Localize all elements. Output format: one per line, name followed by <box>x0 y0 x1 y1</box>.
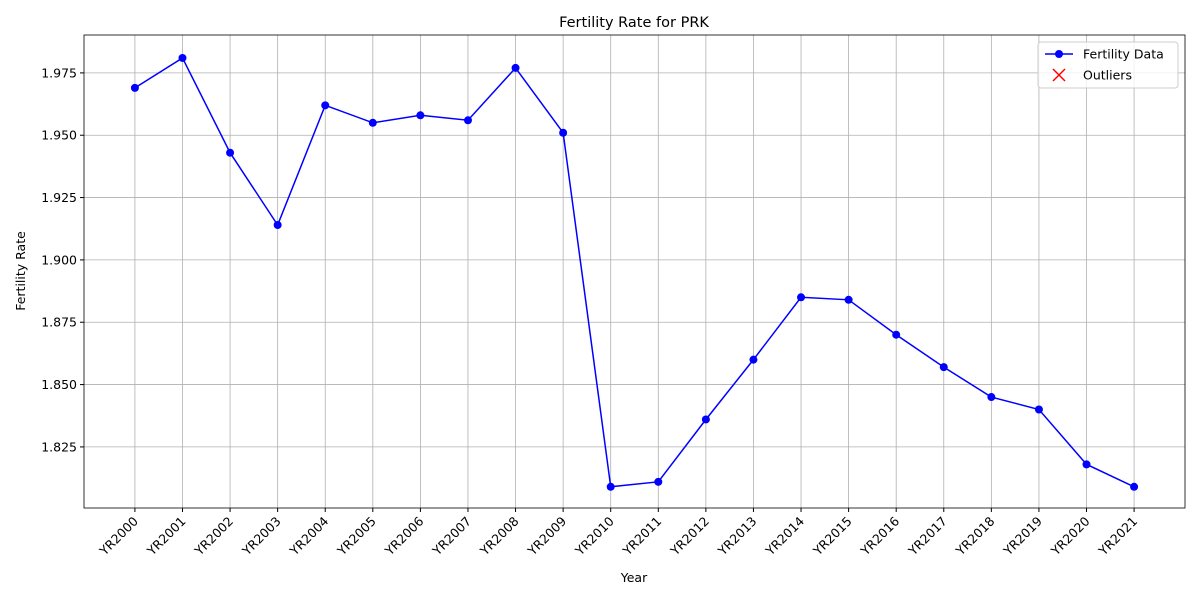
legend-label: Fertility Data <box>1083 47 1164 62</box>
marker <box>654 477 663 486</box>
marker <box>1034 405 1043 414</box>
y-tick-label: 1.825 <box>41 439 77 454</box>
marker <box>939 363 948 372</box>
marker <box>701 415 710 424</box>
marker <box>321 101 330 110</box>
marker <box>130 83 139 92</box>
marker <box>844 295 853 304</box>
marker <box>1082 460 1091 469</box>
y-tick-label: 1.875 <box>41 315 77 330</box>
legend-x <box>1052 68 1066 82</box>
marker <box>368 118 377 127</box>
y-tick-label: 1.900 <box>41 252 77 267</box>
x-axis-label: Year <box>620 570 648 585</box>
marker <box>987 393 996 402</box>
marker <box>416 111 425 120</box>
marker <box>273 220 282 229</box>
chart-title: Fertility Rate for PRK <box>559 15 709 31</box>
line <box>134 56 1135 488</box>
legend-label: Outliers <box>1083 68 1132 83</box>
y-tick-label: 1.850 <box>41 377 77 392</box>
legend-dot <box>1055 50 1063 58</box>
y-tick-label: 1.950 <box>41 128 77 143</box>
marker <box>178 53 187 62</box>
marker <box>606 482 615 491</box>
y-tick-label: 1.975 <box>41 65 77 80</box>
legend-marker <box>1052 68 1066 82</box>
marker <box>797 293 806 302</box>
legend-marker <box>1055 50 1063 58</box>
marker <box>226 148 235 157</box>
marker <box>463 116 472 125</box>
marker <box>1130 482 1139 491</box>
marker <box>511 63 520 72</box>
marker <box>749 355 758 364</box>
plot-frame <box>83 34 1186 509</box>
y-tick-label: 1.925 <box>41 190 77 205</box>
marker <box>892 330 901 339</box>
marker <box>559 128 568 137</box>
y-axis-label: Fertility Rate <box>13 231 28 311</box>
